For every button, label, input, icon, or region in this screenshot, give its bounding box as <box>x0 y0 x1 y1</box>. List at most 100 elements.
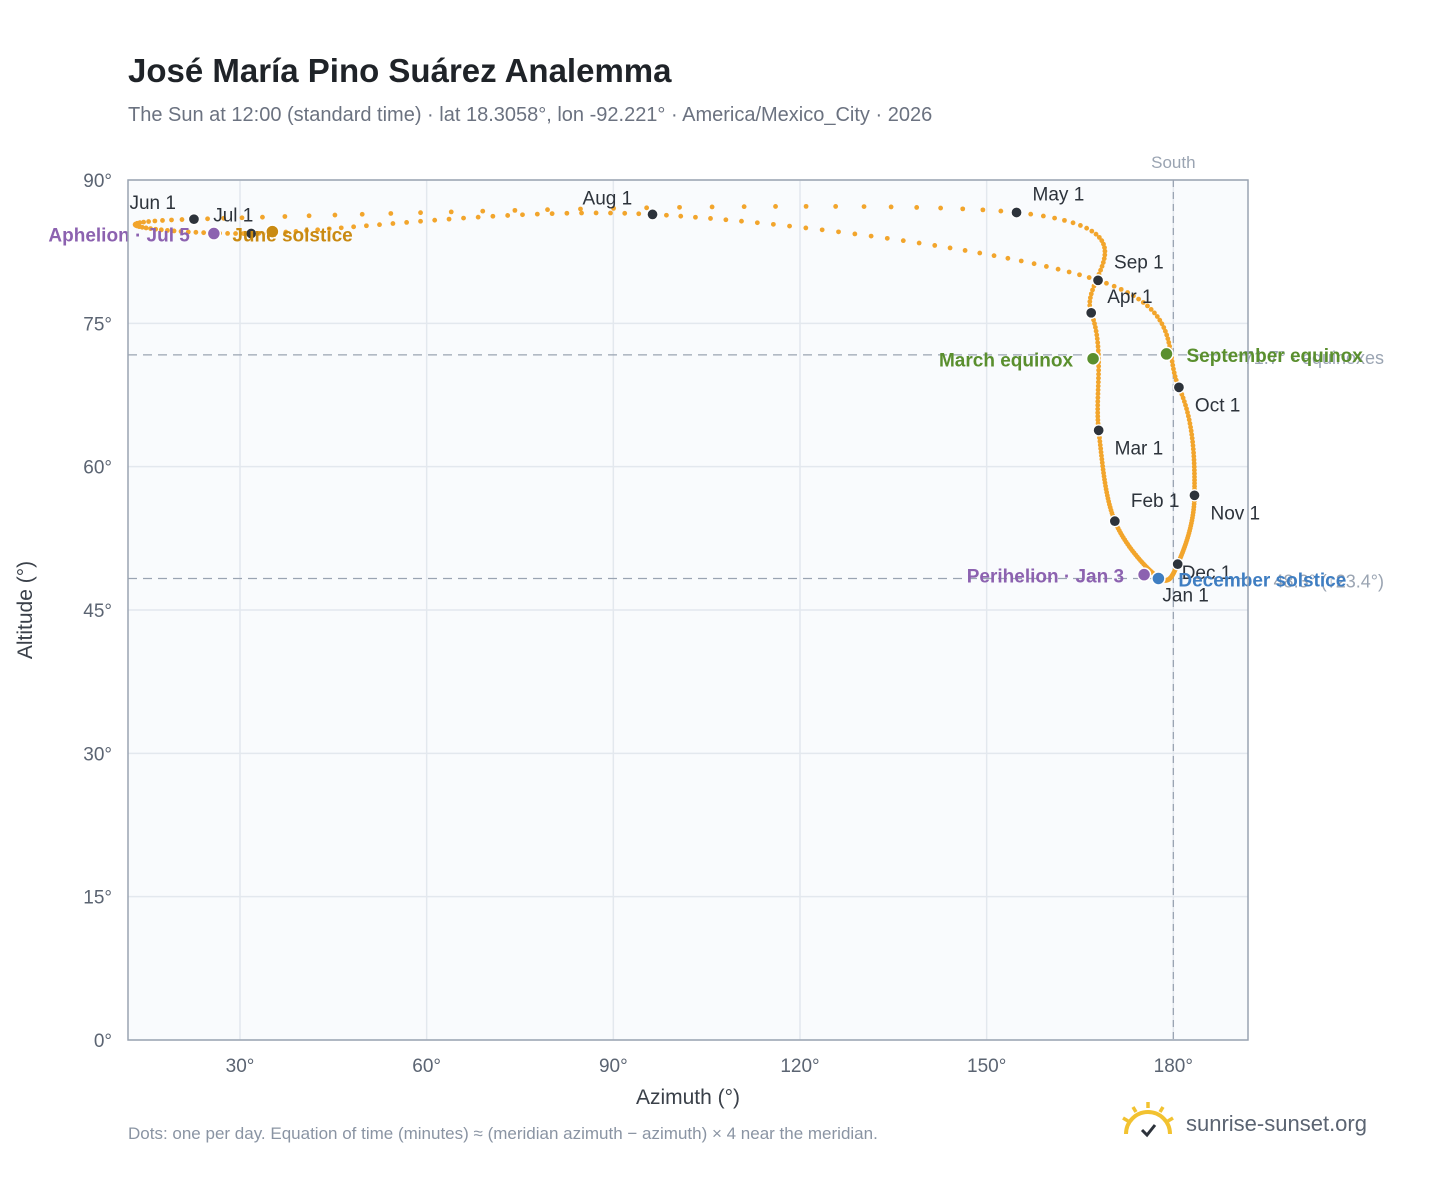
month-label: Feb 1 <box>1131 491 1180 512</box>
daily-dot <box>1152 310 1157 316</box>
y-tick-label: 75° <box>83 314 112 335</box>
daily-dot <box>239 215 245 221</box>
month-marker <box>187 213 201 226</box>
daily-dot <box>1096 371 1101 377</box>
daily-dot <box>1118 286 1124 292</box>
daily-dot <box>1084 225 1090 231</box>
daily-dot <box>1188 428 1194 434</box>
markers <box>187 206 1201 586</box>
daily-dot <box>1095 399 1101 404</box>
daily-dot <box>205 216 210 222</box>
daily-dot <box>888 204 894 210</box>
daily-dot <box>1095 395 1101 401</box>
daily-dot <box>225 230 230 236</box>
daily-dot <box>1099 263 1105 269</box>
daily-dot <box>1183 402 1188 408</box>
daily-dot <box>1088 291 1094 297</box>
daily-dot <box>947 245 953 251</box>
daily-dot <box>1100 260 1106 265</box>
daily-dot <box>185 229 191 235</box>
x-tick-label: 60° <box>412 1056 441 1077</box>
daily-dot <box>819 227 825 233</box>
daily-dot <box>1191 453 1197 459</box>
month-marker <box>1010 206 1023 219</box>
daily-dot <box>146 219 151 224</box>
daily-dot <box>178 229 184 234</box>
south-label: South <box>1151 153 1195 172</box>
daily-dot <box>1095 383 1101 389</box>
x-tick-label: 90° <box>599 1056 628 1077</box>
daily-dot <box>708 216 713 221</box>
daily-dot <box>754 220 760 226</box>
daily-dot <box>1171 366 1176 372</box>
daily-dot <box>723 217 729 223</box>
daily-dot <box>803 203 809 209</box>
daily-dot <box>1170 362 1176 368</box>
daily-dot <box>1191 460 1197 466</box>
month-label: Jan 1 <box>1162 586 1208 607</box>
marker-labels: Jan 1 Feb 1 Mar 1 Apr 1 May 1 Jun 1 Jul 1 Aug 1… <box>48 184 1363 606</box>
daily-dot <box>1087 295 1093 301</box>
daily-dot <box>1161 325 1167 330</box>
daily-dot <box>739 218 744 224</box>
month-label: Dec 1 <box>1182 563 1232 584</box>
perihelion-marker <box>1136 567 1152 582</box>
daily-dot <box>622 210 628 216</box>
daily-dot <box>1018 258 1024 264</box>
daily-dot <box>836 229 841 235</box>
daily-dot <box>593 210 599 216</box>
daily-dot <box>141 219 146 225</box>
daily-dot <box>1099 460 1105 466</box>
footnote: Dots: one per day. Equation of time (min… <box>128 1124 878 1143</box>
daily-dot <box>534 211 540 217</box>
daily-dot <box>1078 223 1083 228</box>
month-marker <box>1171 557 1184 571</box>
daily-dot <box>1090 287 1095 293</box>
sunrise-logo-icon <box>1120 1100 1176 1149</box>
daily-dot <box>1173 377 1179 383</box>
daily-dot <box>773 204 778 209</box>
daily-dot <box>1095 344 1101 349</box>
daily-dot <box>1191 464 1197 470</box>
daily-dot <box>803 225 809 231</box>
brand[interactable]: sunrise-sunset.org <box>1120 1100 1367 1149</box>
daily-dot <box>1148 306 1154 312</box>
daily-dot <box>1101 256 1107 262</box>
daily-dot <box>938 205 944 211</box>
daily-dot <box>1098 446 1104 452</box>
daily-dot <box>1098 267 1104 273</box>
daily-dot <box>693 214 698 220</box>
daily-dot <box>461 215 466 221</box>
daily-dot <box>1095 379 1101 385</box>
daily-dot <box>233 231 238 236</box>
daily-dot <box>1062 217 1067 223</box>
y-tick-label: 15° <box>83 888 112 909</box>
daily-dot <box>1052 215 1057 221</box>
equinox-marker <box>1159 346 1174 362</box>
daily-dot <box>448 209 454 215</box>
daily-dot <box>1095 391 1101 397</box>
daily-dot <box>833 204 839 209</box>
month-marker <box>646 208 659 221</box>
daily-dot <box>171 228 177 234</box>
daily-dot <box>1162 328 1168 334</box>
daily-dot <box>1005 255 1011 261</box>
month-marker <box>1085 306 1098 319</box>
daily-dot <box>1028 211 1034 217</box>
daily-dot <box>377 222 382 228</box>
daily-dot <box>338 225 344 231</box>
daily-dot <box>388 211 394 216</box>
daily-dot <box>326 226 332 232</box>
daily-dot <box>1159 321 1165 327</box>
daily-dot <box>636 211 642 217</box>
daily-dot <box>1136 296 1142 302</box>
x-tick-label: 30° <box>226 1056 255 1077</box>
daily-dot <box>852 231 858 237</box>
daily-dot <box>677 204 682 210</box>
daily-dot <box>1169 359 1175 364</box>
daily-dot <box>490 213 496 219</box>
daily-dot <box>980 207 986 213</box>
daily-dot <box>148 226 153 231</box>
month-label: Nov 1 <box>1210 503 1260 524</box>
